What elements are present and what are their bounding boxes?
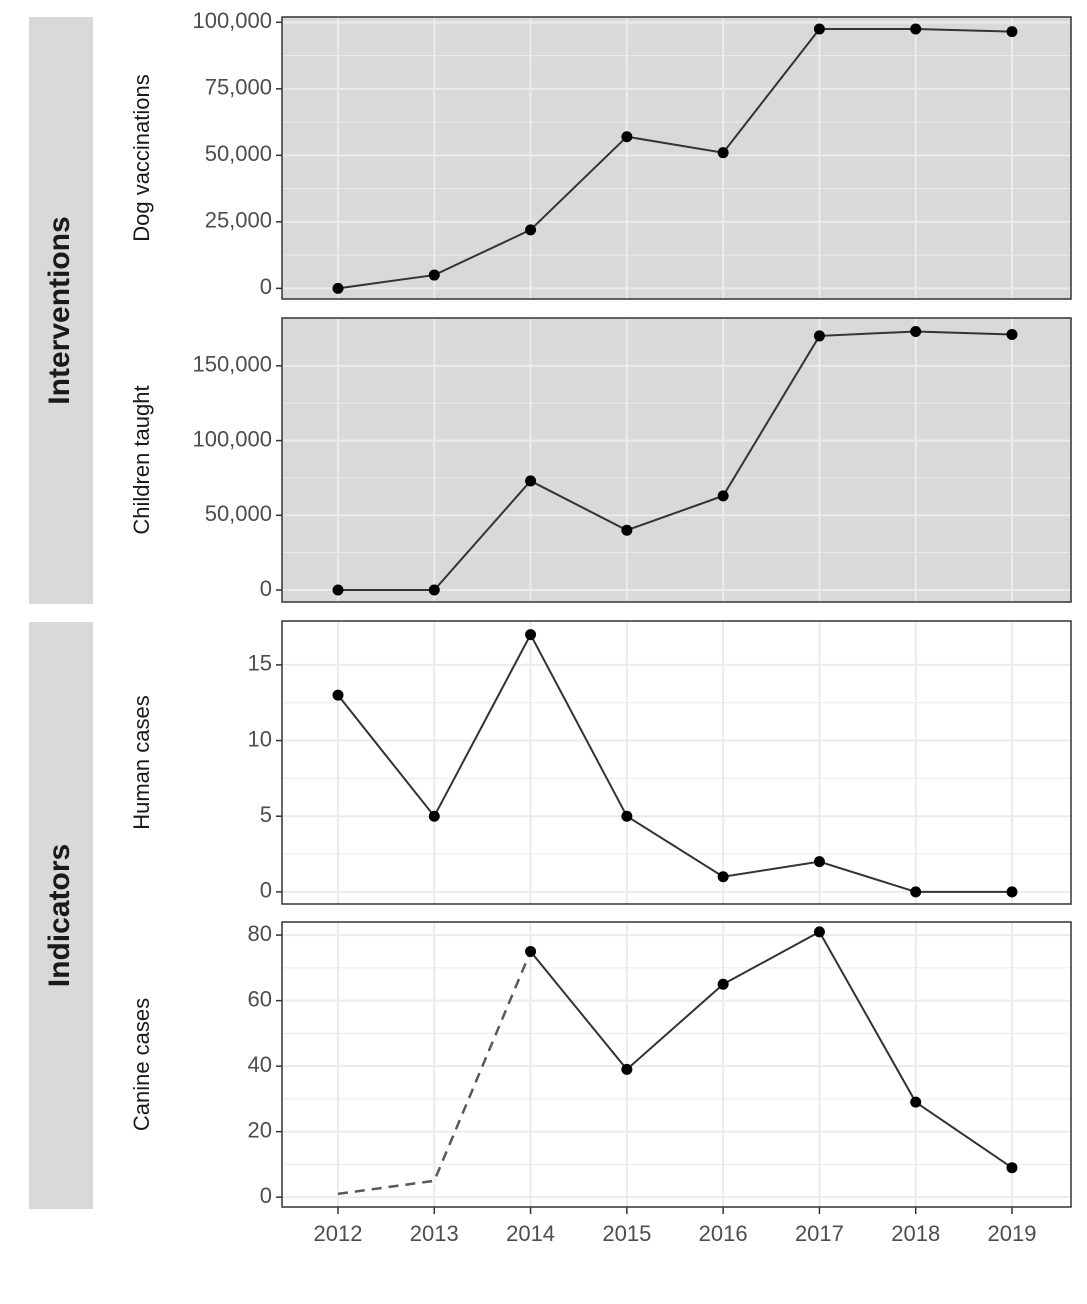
series-line-dashed: [337, 950, 532, 1196]
data-point: [1006, 26, 1018, 38]
data-point: [717, 490, 729, 502]
data-point: [525, 629, 537, 641]
y-axis-title: Human cases: [129, 695, 154, 830]
panel-border: [281, 921, 1072, 1208]
panel-background: [282, 17, 1071, 299]
data-point: [525, 224, 537, 236]
y-tick-label: 100,000: [192, 8, 272, 33]
panel-border: [281, 16, 1072, 300]
y-tick-label: 100,000: [192, 426, 272, 451]
panel-border: [281, 317, 1072, 603]
data-point: [1006, 1162, 1018, 1174]
data-point: [1006, 328, 1018, 340]
panel-background: [282, 318, 1071, 602]
data-point: [621, 1063, 633, 1075]
data-point: [332, 282, 344, 294]
data-point: [813, 330, 825, 342]
data-point: [717, 871, 729, 883]
y-tick-label: 40: [248, 1052, 272, 1077]
data-point: [428, 269, 440, 281]
y-tick-label: 0: [260, 1183, 272, 1208]
panel-background: [282, 922, 1071, 1207]
x-tick-label: 2017: [795, 1221, 844, 1246]
strip-label-indicators: Indicators: [43, 844, 76, 987]
data-point: [428, 584, 440, 596]
y-tick-label: 25,000: [205, 208, 272, 233]
strip-indicators: [29, 622, 93, 1209]
data-point: [717, 147, 729, 159]
y-tick-label: 50,000: [205, 141, 272, 166]
y-tick-label: 80: [248, 921, 272, 946]
x-tick-label: 2013: [410, 1221, 459, 1246]
series-line: [338, 330, 1013, 592]
x-tick-label: 2016: [699, 1221, 748, 1246]
y-tick-label: 50,000: [205, 501, 272, 526]
y-tick-label: 150,000: [192, 352, 272, 377]
y-tick-label: 75,000: [205, 75, 272, 100]
y-tick-label: 20: [248, 1117, 272, 1142]
y-tick-label: 10: [248, 726, 272, 751]
y-tick-label: 0: [260, 576, 272, 601]
x-tick-label: 2014: [506, 1221, 555, 1246]
data-point: [621, 524, 633, 536]
y-tick-label: 0: [260, 878, 272, 903]
panel-dog-vaccinations: 0 25,000 50,000 75,000 100,000 Dog vaccinatio…: [129, 8, 1072, 300]
panels: 0 25,000 50,000 75,000 100,000 Dog vaccinatio…: [129, 8, 1072, 1208]
y-axis-title: Canine cases: [129, 998, 154, 1131]
data-point: [332, 584, 344, 596]
y-axis-title: Dog vaccinations: [129, 74, 154, 242]
strip-label-interventions: Interventions: [43, 216, 76, 404]
data-point: [813, 856, 825, 868]
data-point: [1006, 886, 1018, 898]
x-axis: 2012 2013 2014 2015 2016 2017 2018 2019: [314, 1207, 1037, 1246]
x-tick-label: 2018: [891, 1221, 940, 1246]
data-point: [910, 23, 922, 35]
series-line: [337, 632, 1012, 893]
panel-human-cases: 0 5 10 15 Human cases: [129, 620, 1072, 905]
x-tick-label: 2012: [314, 1221, 363, 1246]
panel-background: [282, 621, 1071, 904]
data-point: [910, 325, 922, 337]
panel-children-taught: 0 50,000 100,000 150,000 Children taught: [129, 317, 1072, 603]
data-point: [813, 926, 825, 938]
data-point: [910, 886, 922, 898]
y-tick-label: 15: [248, 651, 272, 676]
y-tick-label: 5: [260, 802, 272, 827]
data-point: [428, 810, 440, 822]
y-tick-label: 60: [248, 986, 272, 1011]
y-axis-title: Children taught: [129, 385, 154, 534]
group-strips: Interventions Indicators: [29, 17, 93, 1209]
data-point: [621, 810, 633, 822]
series-line: [337, 27, 1013, 290]
data-point: [717, 978, 729, 990]
y-tick-label: 0: [260, 274, 272, 299]
data-point: [910, 1096, 922, 1108]
strip-interventions: [29, 17, 93, 604]
data-point: [813, 23, 825, 35]
data-point: [525, 475, 537, 487]
x-tick-label: 2019: [988, 1221, 1037, 1246]
data-point: [332, 689, 344, 701]
x-tick-label: 2015: [602, 1221, 651, 1246]
series-line: [529, 930, 1013, 1169]
data-point: [621, 131, 633, 143]
data-point: [525, 945, 537, 957]
panel-border: [281, 620, 1072, 905]
panel-canine-cases: 0 20 40 60 80 Canine cases: [129, 921, 1072, 1208]
